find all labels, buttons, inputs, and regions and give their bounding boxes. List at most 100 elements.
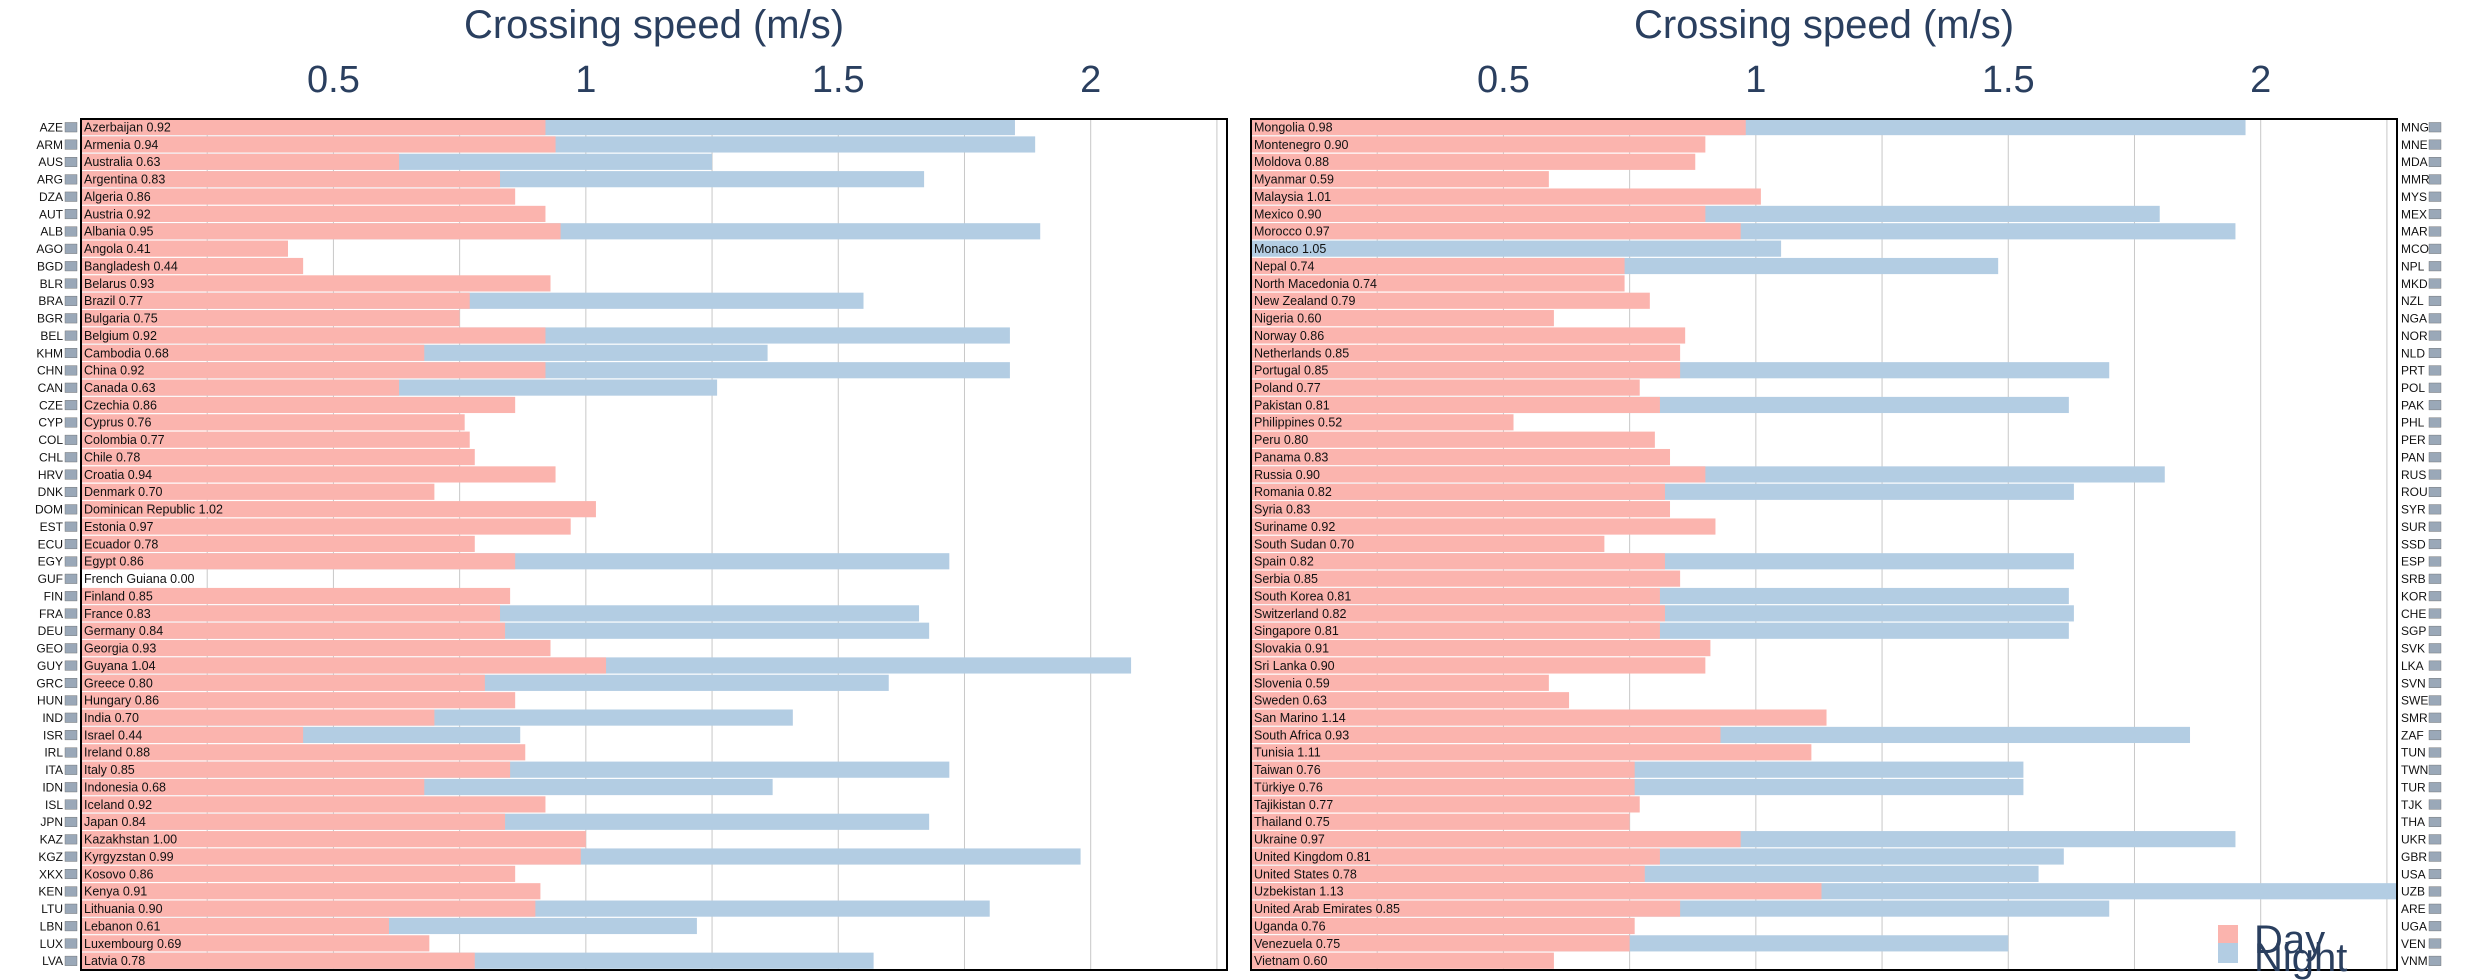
bar-label-BRA: Brazil 0.77 — [84, 294, 143, 308]
flag-icon-IND — [64, 712, 78, 723]
flag-icon-LUX — [64, 938, 78, 949]
bar-day-SRB — [1251, 570, 1681, 587]
bar-label-TUN: Tunisia 1.11 — [1254, 746, 1321, 760]
bar-label-SVK: Slovakia 0.91 — [1254, 642, 1329, 656]
bar-day-BRA — [81, 292, 470, 309]
country-code-CHL: CHL — [39, 450, 63, 464]
bar-label-KOR: South Korea 0.81 — [1254, 589, 1351, 603]
bar-day-ISR — [81, 726, 304, 744]
country-code-FIN: FIN — [44, 589, 63, 603]
bar-day-ROU — [1251, 483, 1665, 500]
country-code-LTU: LTU — [41, 902, 63, 916]
flag-icon-CHL — [64, 452, 78, 463]
bar-day-GBR — [1251, 848, 1660, 865]
country-code-HUN: HUN — [37, 694, 63, 708]
bar-day-NPL — [1251, 257, 1625, 275]
bar-day-KHM — [81, 344, 425, 361]
flag-icon-ROU — [2428, 486, 2442, 497]
bar-day-AGO — [81, 240, 288, 257]
bar-day-MDA — [1251, 153, 1696, 170]
bar-label-MAR: Morocco 0.97 — [1254, 225, 1330, 239]
country-code-KOR: KOR — [2401, 589, 2427, 603]
country-code-PRT: PRT — [2401, 364, 2425, 378]
country-code-BGR: BGR — [37, 312, 63, 326]
bar-day-EST — [81, 518, 571, 535]
bar-label-DEU: Germany 0.84 — [84, 624, 163, 638]
country-code-CYP: CYP — [38, 416, 63, 430]
x-tick-label-0-2: 1.5 — [812, 59, 865, 101]
bar-label-CHN: China 0.92 — [84, 364, 145, 378]
flag-icon-ARG — [64, 174, 78, 185]
bar-label-POL: Poland 0.77 — [1254, 381, 1321, 395]
flag-icon-ITA — [64, 764, 78, 775]
bar-label-SSD: South Sudan 0.70 — [1254, 537, 1354, 551]
country-code-CHN: CHN — [37, 364, 63, 378]
flag-icon-MMR — [2428, 174, 2442, 185]
x-tick-label-1-2: 1.5 — [1982, 59, 2035, 101]
country-code-AUT: AUT — [39, 207, 64, 221]
country-code-RUS: RUS — [2401, 468, 2426, 482]
country-code-GEO: GEO — [36, 642, 63, 656]
flag-icon-COL — [64, 434, 78, 445]
flag-icon-LTU — [64, 903, 78, 914]
bar-day-BLR — [81, 275, 551, 292]
flag-icon-MNE — [2428, 139, 2442, 150]
flag-icon-DZA — [64, 191, 78, 202]
flag-icon-AUS — [64, 157, 78, 167]
flag-icon-SRB — [2428, 573, 2442, 584]
country-code-KEN: KEN — [38, 885, 63, 899]
bar-day-UKR — [1251, 831, 1741, 848]
flag-icon-BEL — [64, 330, 78, 341]
flag-icon-DOM — [64, 504, 78, 515]
bar-day-SVK — [1251, 640, 1711, 657]
bar-label-DZA: Algeria 0.86 — [84, 190, 151, 204]
bar-label-GUY: Guyana 1.04 — [84, 659, 156, 673]
country-code-THA: THA — [2401, 815, 2425, 829]
bar-label-SWE: Sweden 0.63 — [1254, 694, 1327, 708]
bar-day-DZA — [81, 188, 516, 205]
bar-day-SMR — [1251, 709, 1827, 726]
flag-icon-NOR — [2428, 330, 2442, 341]
bar-label-ARG: Argentina 0.83 — [84, 173, 165, 187]
bar-label-IDN: Indonesia 0.68 — [84, 780, 166, 794]
bar-label-RUS: Russia 0.90 — [1254, 468, 1320, 482]
country-code-MDA: MDA — [2401, 155, 2428, 169]
bar-label-ALB: Albania 0.95 — [84, 225, 154, 239]
bar-day-LUX — [81, 935, 430, 952]
bar-label-VNM: Vietnam 0.60 — [1254, 954, 1327, 968]
bar-label-GEO: Georgia 0.93 — [84, 642, 156, 656]
flag-icon-SWE — [2428, 695, 2442, 706]
bar-label-ARE: United Arab Emirates 0.85 — [1254, 902, 1400, 916]
bar-day-KOR — [1251, 587, 1660, 605]
bar-day-CYP — [81, 414, 465, 431]
country-code-USA: USA — [2401, 867, 2426, 881]
bar-label-BLR: Belarus 0.93 — [84, 277, 154, 291]
bar-label-PER: Peru 0.80 — [1254, 433, 1308, 447]
x-tick-label-1-0: 0.5 — [1477, 59, 1530, 101]
bar-label-TJK: Tajikistan 0.77 — [1254, 798, 1333, 812]
bar-day-DEU — [81, 622, 506, 639]
bar-day-NGA — [1251, 310, 1554, 327]
bar-label-CYP: Cyprus 0.76 — [84, 416, 151, 430]
bar-day-MEX — [1251, 205, 1706, 223]
flag-icon-SUR — [2428, 521, 2442, 532]
bar-night-MCO — [1251, 240, 1782, 257]
bar-label-SMR: San Marino 1.14 — [1254, 711, 1346, 725]
bar-label-MEX: Mexico 0.90 — [1254, 207, 1321, 221]
bar-day-FRA — [81, 605, 501, 622]
bar-label-ESP: Spain 0.82 — [1254, 555, 1314, 569]
flag-icon-SVN — [2428, 678, 2442, 688]
country-code-BGD: BGD — [37, 259, 63, 273]
country-code-EGY: EGY — [38, 555, 63, 569]
flag-icon-PAK — [2428, 400, 2442, 411]
flag-icon-MCO — [2428, 243, 2442, 254]
bar-day-AZE — [81, 119, 546, 136]
bar-day-UGA — [1251, 917, 1635, 935]
flag-icon-ISR — [64, 730, 78, 741]
bar-label-CZE: Czechia 0.86 — [84, 398, 157, 412]
flag-icon-NGA — [2428, 313, 2442, 324]
bar-day-GRC — [81, 674, 485, 691]
country-code-NGA: NGA — [2401, 312, 2427, 326]
bar-day-ARE — [1251, 900, 1681, 917]
bar-day-SYR — [1251, 501, 1671, 518]
